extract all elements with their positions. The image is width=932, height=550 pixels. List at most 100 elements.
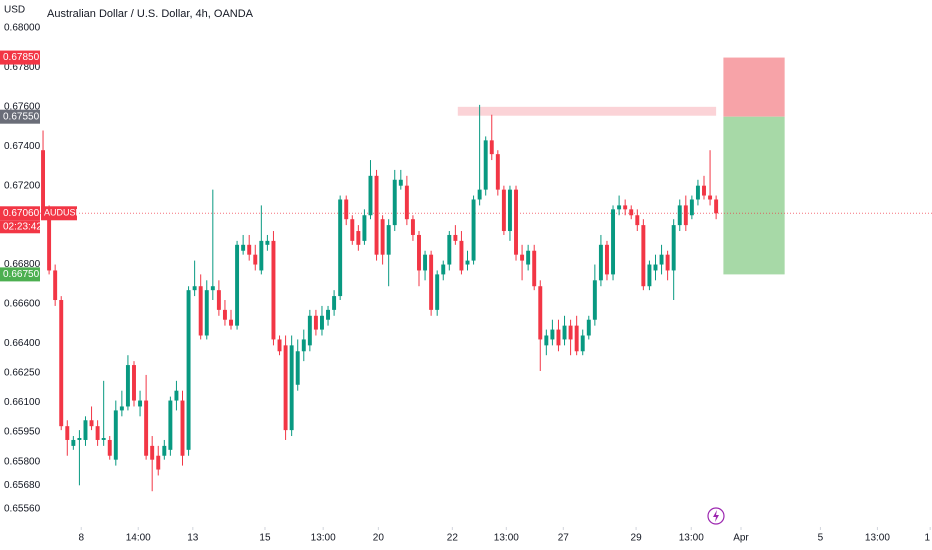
candle-body xyxy=(229,319,233,326)
candle-body xyxy=(580,335,585,352)
x-tick-label: 22 xyxy=(447,533,459,544)
candle-body xyxy=(404,185,409,220)
candle-body xyxy=(514,189,518,255)
candle-body xyxy=(156,455,161,470)
candle-body xyxy=(332,296,337,310)
stop-label-box xyxy=(0,50,40,65)
plot: 0.68000 0.67800 0.67600 0.67400 0.67200 0.668… xyxy=(0,23,932,544)
candle-body xyxy=(495,154,500,190)
candle-body xyxy=(532,250,537,287)
y-tick-label: 0.66800 xyxy=(4,259,41,270)
candle-body xyxy=(556,329,561,346)
candle-body xyxy=(671,225,676,271)
candle-body xyxy=(592,280,597,320)
symbol-box xyxy=(41,206,77,221)
candle-body xyxy=(241,244,246,251)
y-tick-label: 0.65800 xyxy=(4,456,41,467)
x-tick-label: 20 xyxy=(373,533,385,544)
x-tick-label: 13:00 xyxy=(679,533,704,544)
candle-body xyxy=(562,325,567,340)
last-price-label-box xyxy=(0,206,40,221)
y-tick-label: 0.65950 xyxy=(4,427,41,438)
x-tick-label: Apr xyxy=(733,533,749,544)
candle-body xyxy=(501,189,506,232)
candle-body xyxy=(574,325,579,352)
countdown-box xyxy=(0,220,40,234)
candle-body xyxy=(271,240,276,340)
candle-body xyxy=(423,254,428,271)
x-tick-label: 8 xyxy=(78,533,84,544)
candle-body xyxy=(301,339,306,352)
x-tick-label: 13:00 xyxy=(494,533,519,544)
candle-body xyxy=(295,351,300,385)
candle-body xyxy=(447,234,452,265)
candle-body xyxy=(453,234,458,241)
candle-body xyxy=(144,400,149,456)
x-tick-label: 13:00 xyxy=(865,533,890,544)
candle-body xyxy=(629,209,634,216)
candle-body xyxy=(89,420,94,427)
candle-body xyxy=(259,240,264,271)
y-tick-label: 0.66600 xyxy=(4,299,41,310)
candle-body xyxy=(483,140,488,190)
candle-body xyxy=(568,325,573,340)
candle-body xyxy=(635,215,640,226)
candle-body xyxy=(659,254,664,265)
currency-label: USD xyxy=(4,5,25,16)
candle-body xyxy=(210,286,215,291)
candle-body xyxy=(53,270,58,301)
candle-body xyxy=(71,439,76,446)
candle-body xyxy=(617,205,622,210)
x-tick-label: 14:00 xyxy=(126,533,151,544)
candle-body xyxy=(162,445,167,456)
candle-body xyxy=(507,189,512,232)
y-tick-label: 0.68000 xyxy=(4,23,41,34)
y-tick-label: 0.66100 xyxy=(4,397,41,408)
candle-body xyxy=(689,199,694,216)
candle-body xyxy=(653,264,658,271)
y-tick-label: 0.65680 xyxy=(4,480,41,491)
candle-body xyxy=(362,215,367,241)
candle-body xyxy=(611,209,616,275)
candle-body xyxy=(683,205,688,226)
event-icon[interactable] xyxy=(707,507,725,525)
candle-body xyxy=(222,309,227,320)
candle-body xyxy=(174,390,179,401)
y-tick-label: 0.67800 xyxy=(4,62,41,73)
y-tick-label: 0.66250 xyxy=(4,368,41,379)
candle-body xyxy=(95,426,100,440)
x-tick-label: 13:00 xyxy=(311,533,336,544)
candle-body xyxy=(708,195,713,200)
candle-body xyxy=(113,410,118,460)
candle-body xyxy=(459,240,464,271)
candle-body xyxy=(623,205,628,210)
candle-body xyxy=(65,426,70,440)
candle-body xyxy=(429,254,434,310)
symbol-label: AUDUSD xyxy=(44,208,83,218)
candle-body xyxy=(125,365,130,407)
candle-body xyxy=(204,290,209,336)
x-tick-label: 1 xyxy=(924,533,930,544)
candle-body xyxy=(647,264,652,287)
entry-label-box xyxy=(0,109,40,124)
candle-body xyxy=(526,250,531,265)
candle-body xyxy=(235,244,240,326)
candle-body xyxy=(598,244,603,281)
candle-body xyxy=(465,260,470,265)
candle-body xyxy=(435,274,440,310)
candle-body xyxy=(41,150,46,210)
candle-body xyxy=(277,339,282,352)
y-tick-label: 0.65560 xyxy=(4,504,41,515)
candle-body xyxy=(550,329,555,340)
candle-body xyxy=(101,437,106,440)
candle-body xyxy=(326,309,331,320)
y-tick-label: 0.67600 xyxy=(4,101,41,112)
candle-body xyxy=(695,185,700,200)
target-label: 0.66750 xyxy=(3,269,40,280)
candle-body xyxy=(283,345,288,431)
candle-body xyxy=(677,205,682,226)
candle-body xyxy=(441,264,446,275)
last-price-label: 0.67060 xyxy=(3,208,40,219)
